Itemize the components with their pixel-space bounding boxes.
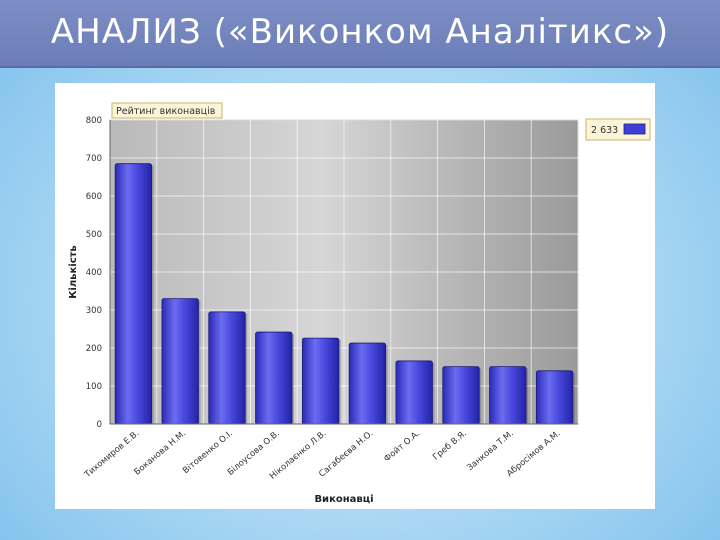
bar — [208, 311, 246, 425]
y-tick-label: 600 — [86, 192, 102, 202]
x-tick-label: Фойт О.А. — [382, 429, 422, 465]
slide-title: АНАЛИЗ («Виконком Аналітикс») — [50, 12, 670, 52]
bar — [489, 366, 527, 425]
y-tick-label: 400 — [86, 268, 102, 278]
bar — [535, 370, 574, 425]
bar — [348, 342, 387, 425]
y-tick-label: 700 — [86, 154, 102, 164]
bar — [395, 360, 433, 425]
bar — [301, 337, 340, 425]
legend: 2 633 — [585, 118, 651, 141]
slide-title-bar: АНАЛИЗ («Виконком Аналітикс») — [0, 0, 720, 68]
chart-title-box: Рейтинг виконавців — [111, 102, 223, 119]
x-tick-label: Греб В.Я. — [431, 429, 469, 463]
x-tick-label: Занкова Т.М. — [465, 429, 515, 474]
chart-title: Рейтинг виконавців — [116, 106, 216, 117]
y-tick-label: 500 — [86, 230, 102, 240]
y-tick-label: 300 — [86, 306, 102, 316]
y-tick-label: 200 — [86, 344, 102, 354]
bar — [161, 298, 199, 425]
y-axis-label: Кількість — [68, 245, 79, 299]
bar — [255, 331, 293, 425]
legend-label: 2 633 — [591, 125, 618, 136]
bar — [114, 163, 153, 425]
y-tick-label: 800 — [86, 116, 102, 126]
x-tick-label: Тихомиров Е.В. — [82, 429, 141, 481]
bar — [442, 366, 480, 425]
x-axis-label: Виконавці — [314, 494, 373, 505]
legend-swatch — [623, 123, 646, 135]
y-tick-label: 100 — [86, 382, 102, 392]
y-tick-label: 0 — [97, 420, 102, 430]
